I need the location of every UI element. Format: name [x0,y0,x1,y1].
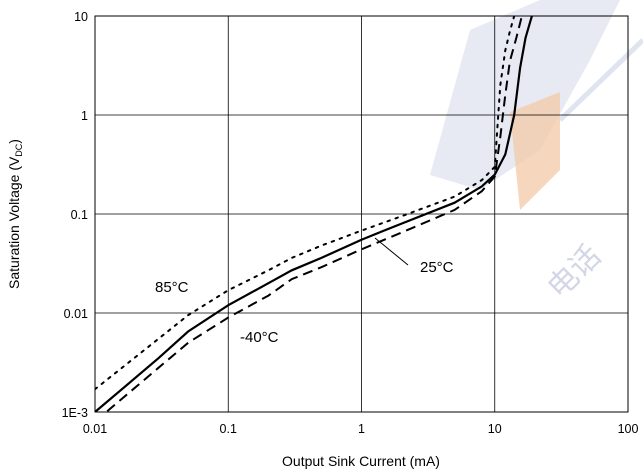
series-line-minus40c [104,16,523,412]
y-tick-label: 10 [74,10,88,24]
y-axis-label-main: Saturation Voltage (V [6,156,22,289]
watermark-logo-orange [510,92,560,210]
x-tick-label: 100 [618,422,639,436]
series-line-85c [95,16,516,391]
y-tick-label: 0.1 [71,208,88,222]
watermark-text: 电话 [542,239,608,305]
series-line-25c [95,16,533,412]
x-tick-label: 0.1 [220,422,237,436]
y-axis-label: Saturation Voltage (VDC) [6,139,24,289]
x-tick-label: 10 [488,422,502,436]
y-axis-label-close: ) [6,139,22,144]
x-axis-label: Output Sink Current (mA) [282,453,440,469]
grid-lines [95,16,628,412]
y-tick-label: 1 [81,109,88,123]
x-tick-label: 1 [358,422,365,436]
plot-frame [94,15,629,413]
x-tick-labels: 0.01 0.1 1 10 100 [83,422,639,436]
annotation-85c: 85°C [155,279,189,296]
watermark-logo-stroke [558,38,643,122]
y-tick-label: 1E-3 [62,406,88,420]
annotation-25c: 25°C [420,259,454,276]
watermark: 电话 [430,0,643,305]
y-tick-labels: 1E-3 0.01 0.1 1 10 [62,10,88,420]
series-group [95,16,533,412]
watermark-logo-shape [430,0,620,190]
x-tick-label: 0.01 [83,422,107,436]
y-axis-label-sub: DC [14,143,24,156]
annotation-minus40c: -40°C [240,329,279,346]
y-tick-label: 0.01 [64,307,88,321]
annotation-25c-leader [374,237,409,266]
